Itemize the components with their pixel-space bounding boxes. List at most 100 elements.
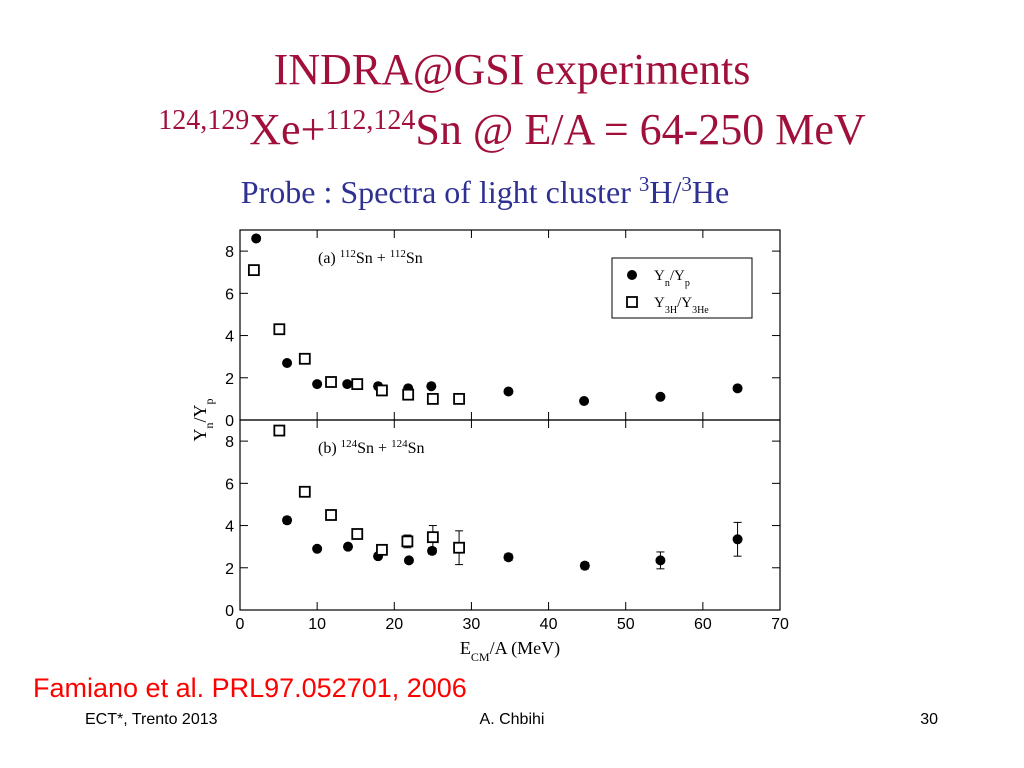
y-tick-label: 2: [225, 371, 234, 388]
circle-marker: [251, 233, 262, 244]
y-tick-label: 6: [225, 476, 234, 493]
square-marker: [298, 352, 311, 365]
y-tick-label: 2: [225, 561, 234, 578]
legend-entry-part: Y: [654, 295, 665, 311]
y-tick-label: 6: [225, 286, 234, 303]
legend-entry-part: n: [665, 278, 670, 289]
circle-marker: [655, 555, 666, 566]
legend-entry-part: p: [685, 278, 690, 289]
probe-part: 3: [681, 172, 692, 196]
square-marker: [453, 541, 465, 554]
circle-marker: [342, 379, 353, 390]
plot-frame: [239, 419, 781, 611]
x-axis-label-part: E: [460, 638, 471, 658]
legend-entry: Y3H/Y3He: [654, 295, 709, 316]
square-marker: [376, 384, 388, 397]
square-marker: [273, 323, 286, 336]
legend-box: [611, 257, 753, 319]
probe-part: 3: [639, 172, 650, 196]
panel-label-part: Sn +: [356, 250, 390, 267]
panel-label-part: 124: [341, 438, 358, 450]
y-tick-label: 8: [225, 244, 234, 261]
panel-label: (a) 112Sn + 112Sn: [318, 248, 423, 267]
probe-part: Probe : Spectra of light cluster: [241, 174, 639, 210]
panel-label-part: (b): [318, 440, 341, 457]
x-axis-label-part: /A (MeV): [490, 638, 561, 659]
y-tick-label: 0: [225, 603, 234, 620]
square-marker: [351, 378, 364, 391]
legend-entry-part: Y: [654, 268, 665, 284]
circle-marker: [282, 358, 293, 368]
square-marker: [325, 509, 337, 521]
square-marker: [453, 392, 465, 405]
square-marker: [376, 543, 388, 556]
square-marker: [273, 424, 286, 437]
reaction-part: Sn @ E/A = 64-250 MeV: [415, 105, 866, 154]
slide-reaction: 124,129Xe+112,124Sn @ E/A = 64-250 MeV: [158, 105, 866, 155]
x-tick-label: 0: [236, 616, 245, 633]
y-tick-label: 8: [225, 434, 234, 451]
panel-label: (b) 124Sn + 124Sn: [318, 438, 424, 457]
circle-marker: [427, 545, 438, 556]
circle-marker: [655, 391, 666, 402]
x-tick-label: 70: [771, 616, 789, 633]
y-axis-label-part: /Y: [190, 404, 210, 422]
circle-marker: [503, 552, 514, 563]
x-tick-label: 50: [617, 616, 635, 633]
square-marker: [402, 388, 415, 401]
reaction-part: Xe+: [249, 105, 325, 154]
circle-marker: [282, 515, 293, 526]
y-axis-label-part: n: [202, 423, 216, 429]
legend-entry: Yn/Yp: [654, 268, 690, 289]
panel-label-part: Sn: [406, 250, 423, 267]
circle-marker: [579, 560, 590, 571]
circle-marker: [426, 381, 437, 392]
circle-marker: [343, 541, 353, 552]
circle-marker: [579, 396, 590, 406]
reaction-part: 112,124: [325, 105, 415, 136]
panel-label-part: Sn +: [357, 440, 391, 457]
panel-label-part: (a): [318, 250, 340, 267]
y-axis-label: Yn/Yp: [190, 399, 216, 442]
probe-part: H/: [649, 174, 681, 210]
circle-marker: [312, 543, 323, 554]
footer-right: 30: [920, 711, 938, 728]
circle-marker: [732, 383, 743, 394]
square-marker: [426, 531, 439, 544]
square-marker: [401, 535, 414, 548]
x-tick-label: 10: [308, 616, 326, 633]
legend-entry-part: /Y: [670, 268, 685, 284]
x-tick-label: 30: [463, 616, 481, 633]
circle-marker: [627, 270, 637, 280]
footer-left: ECT*, Trento 2013: [85, 711, 218, 728]
panel-label-part: 112: [340, 248, 356, 260]
circle-marker: [503, 386, 514, 397]
square-marker: [351, 528, 364, 540]
y-tick-label: 4: [225, 329, 234, 346]
reaction-part: 124,129: [158, 105, 249, 136]
probe-part: He: [692, 174, 729, 210]
legend-entry-part: 3H: [665, 305, 677, 316]
square-marker: [298, 485, 311, 498]
x-axis-label: ECM/A (MeV): [460, 638, 560, 664]
slide-title: INDRA@GSI experiments: [274, 45, 751, 94]
circle-marker: [312, 379, 323, 390]
footer-center: A. Chbihi: [480, 711, 545, 728]
y-axis-label-part: Y: [190, 429, 210, 442]
legend-entry-part: 3He: [692, 305, 709, 316]
x-tick-label: 40: [540, 616, 558, 633]
y-tick-label: 0: [225, 413, 234, 430]
x-axis-label-part: CM: [471, 650, 490, 664]
circle-marker: [732, 534, 743, 545]
panel-label-part: Sn: [408, 440, 425, 457]
citation: Famiano et al. PRL97.052701, 2006: [33, 673, 467, 703]
y-axis-label-part: p: [202, 399, 216, 405]
square-marker: [247, 264, 260, 277]
x-tick-label: 20: [385, 616, 403, 633]
slide-probe: Probe : Spectra of light cluster 3H/3He: [241, 172, 729, 210]
square-marker: [626, 296, 638, 308]
circle-marker: [403, 555, 414, 566]
